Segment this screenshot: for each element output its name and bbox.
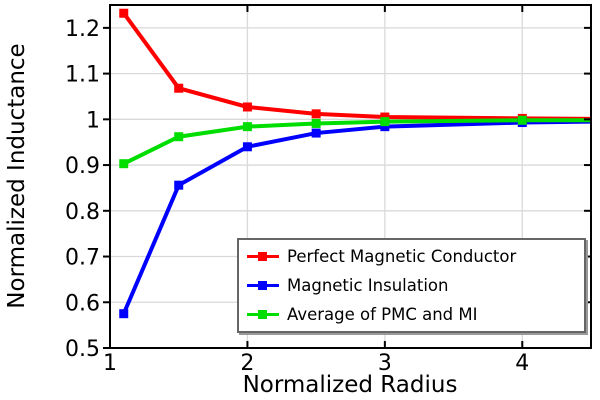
legend-symbol-avg [247, 300, 281, 329]
square-marker-icon [258, 252, 267, 261]
series-markers [119, 8, 527, 319]
svg-text:0.8: 0.8 [65, 200, 100, 225]
square-marker-icon [258, 281, 267, 290]
legend-label: Perfect Magnetic Conductor [287, 247, 517, 266]
svg-text:1.2: 1.2 [65, 17, 100, 42]
legend-label: Average of PMC and MI [287, 305, 478, 324]
svg-text:1: 1 [103, 351, 117, 376]
legend-symbol-mi [247, 271, 281, 300]
svg-text:0.9: 0.9 [65, 154, 100, 179]
square-marker-icon [258, 310, 267, 319]
x-tick-labels: 1 2 3 4 [103, 351, 529, 376]
tick-marks [103, 5, 591, 349]
legend-item: Average of PMC and MI [247, 300, 584, 329]
x-axis-title: Normalized Radius [243, 372, 458, 398]
y-axis-title: Normalized Inductance [4, 43, 30, 308]
svg-text:4: 4 [515, 351, 529, 376]
legend-label: Magnetic Insulation [287, 276, 449, 295]
svg-text:0.7: 0.7 [65, 246, 100, 271]
svg-text:0.5: 0.5 [65, 337, 100, 362]
plot-frame [109, 4, 592, 349]
svg-text:2: 2 [240, 351, 254, 376]
svg-text:3: 3 [378, 351, 392, 376]
y-tick-labels: 0.5 0.6 0.7 0.8 0.9 1 1.1 1.2 [65, 17, 100, 362]
legend: Perfect Magnetic Conductor Magnetic Insu… [237, 238, 586, 333]
legend-symbol-pmc [247, 242, 281, 271]
svg-text:0.6: 0.6 [65, 291, 100, 316]
svg-text:1: 1 [86, 108, 100, 133]
svg-text:1.1: 1.1 [65, 63, 100, 88]
legend-item: Perfect Magnetic Conductor [247, 242, 584, 271]
legend-item: Magnetic Insulation [247, 271, 584, 300]
